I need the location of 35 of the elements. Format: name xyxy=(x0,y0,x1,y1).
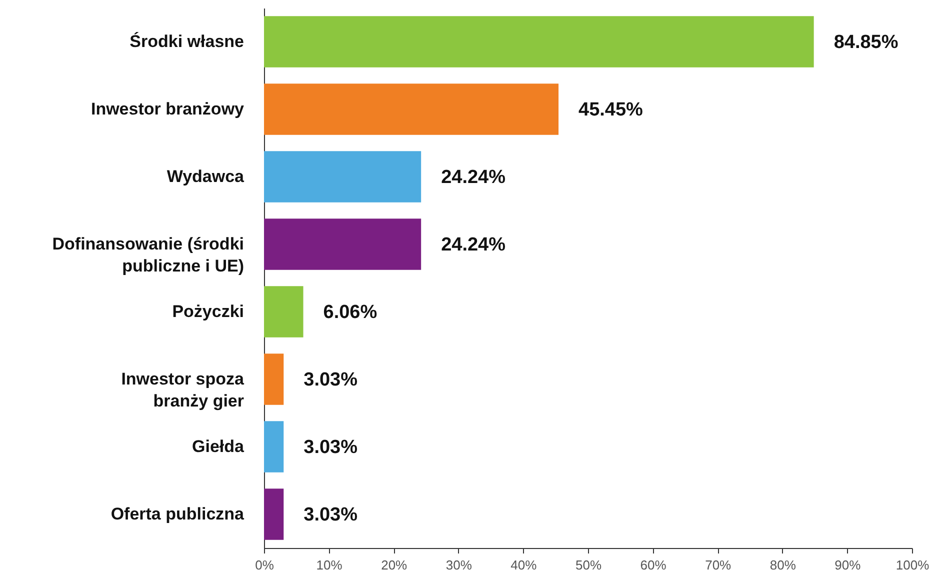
y-tick-label: Pożyczki xyxy=(172,302,244,321)
data-label: 3.03% xyxy=(304,369,358,390)
x-tick-label: 90% xyxy=(834,558,862,572)
x-tick-label: 30% xyxy=(446,558,472,572)
y-tick-label: Wydawca xyxy=(166,166,245,186)
data-label: 24.24% xyxy=(441,234,506,256)
bar xyxy=(264,16,814,68)
bar xyxy=(264,218,422,270)
y-tick-label: Giełda xyxy=(192,436,245,456)
data-label: 3.03% xyxy=(304,436,358,458)
data-label: 45.45% xyxy=(578,99,644,120)
y-tick-label: Środki własne xyxy=(130,30,244,51)
y-tick-label: Dofinansowanie (środki publiczne i UE) xyxy=(52,234,244,276)
x-tick-label: 50% xyxy=(575,558,602,572)
data-label: 24.24% xyxy=(441,166,506,188)
bar xyxy=(264,84,559,135)
y-tick-label: Oferta publiczna xyxy=(110,504,245,524)
data-label: 3.03% xyxy=(304,504,358,526)
x-tick-label: 20% xyxy=(381,558,408,572)
bar xyxy=(264,354,284,405)
x-tick-label: 0% xyxy=(255,558,274,572)
x-tick-label: 40% xyxy=(510,558,538,572)
x-tick-label: 60% xyxy=(640,558,667,572)
bar xyxy=(264,421,284,472)
bar xyxy=(264,151,422,202)
x-tick-label: 100% xyxy=(896,558,930,572)
x-tick-label: 80% xyxy=(770,558,796,572)
bar xyxy=(264,286,304,338)
x-tick-label: 10% xyxy=(316,558,343,572)
data-label: 6.06% xyxy=(323,302,378,323)
y-tick-label: Inwestor branżowy xyxy=(90,99,245,118)
data-label: 84.85% xyxy=(834,32,898,53)
x-tick-label: 70% xyxy=(705,558,732,572)
y-tick-label: Inwestor spoza branży gier xyxy=(121,369,245,410)
bar xyxy=(264,488,284,540)
